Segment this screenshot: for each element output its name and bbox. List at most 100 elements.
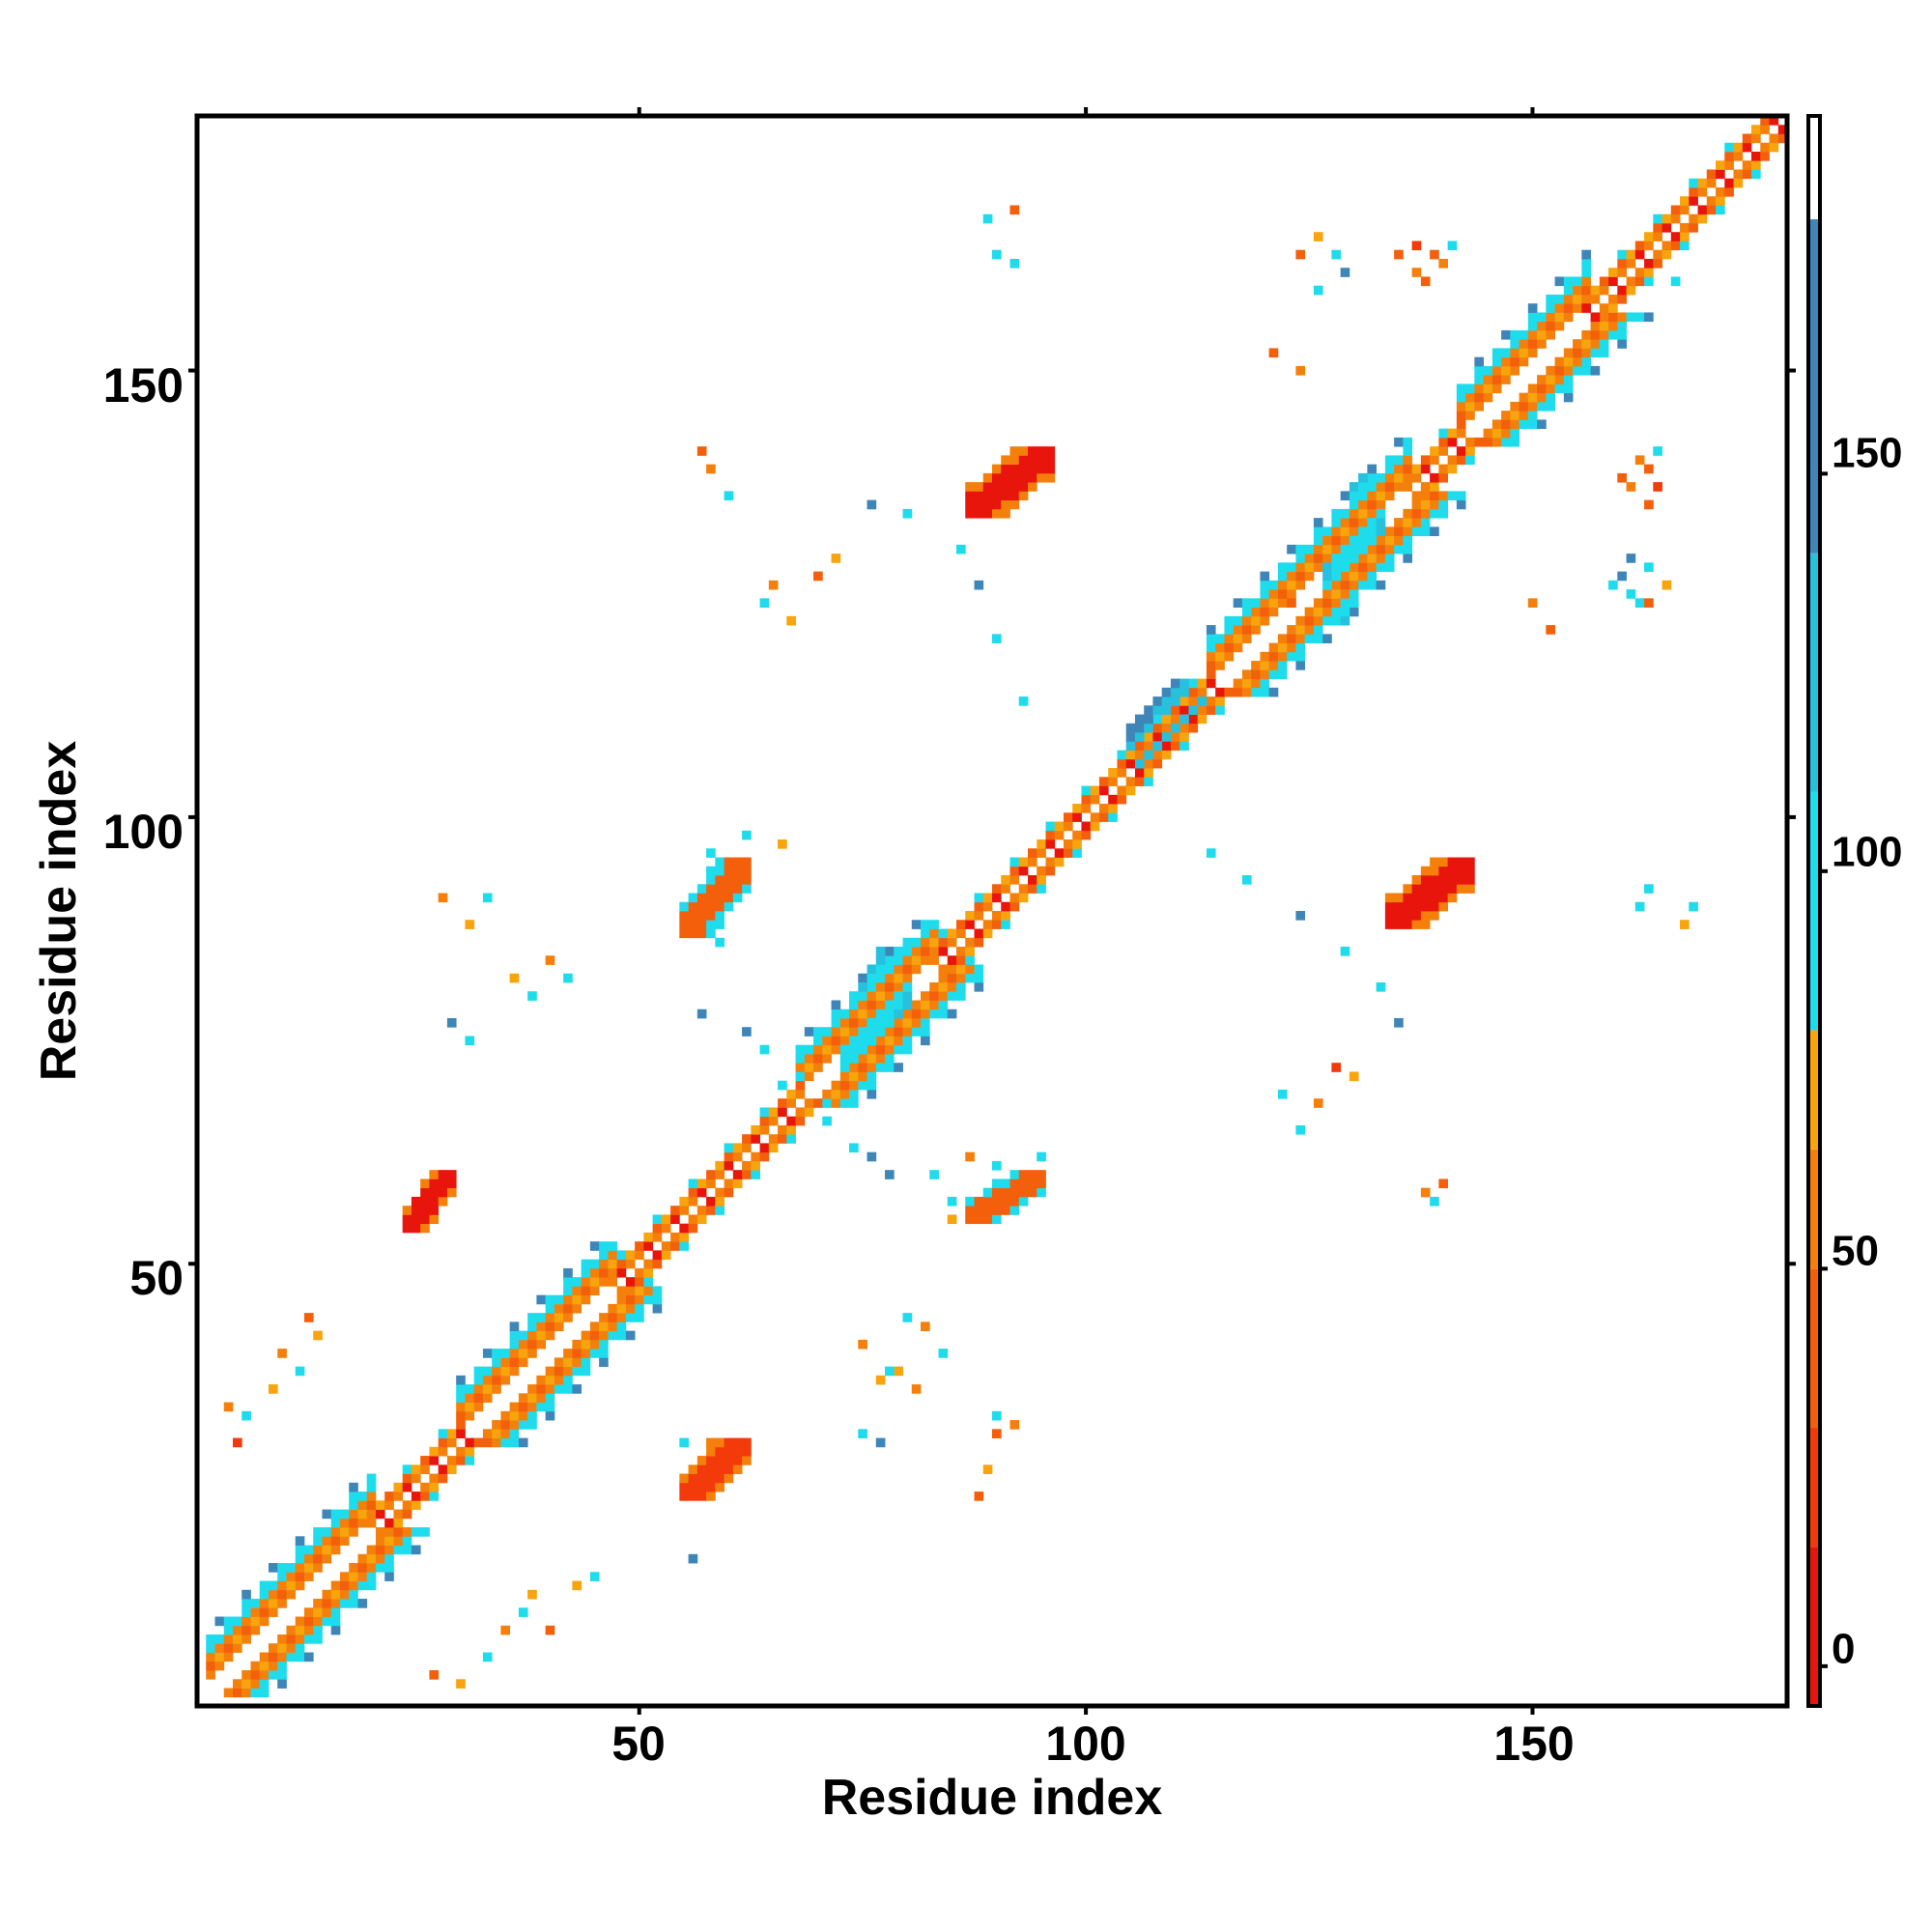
contact-cell: [1054, 857, 1065, 867]
contact-cell: [643, 1286, 654, 1296]
contact-cell: [679, 1241, 689, 1251]
contact-cell: [1090, 794, 1100, 805]
contact-cell: [1260, 571, 1270, 582]
contact-cell: [778, 1107, 787, 1118]
contact-cell: [696, 1482, 707, 1492]
contact-cell: [1662, 213, 1672, 224]
contact-cell: [1608, 268, 1618, 277]
contact-cell: [1161, 723, 1172, 733]
contact-cell: [1117, 768, 1127, 778]
contact-cell: [1510, 428, 1520, 439]
contact-cell: [286, 1563, 297, 1573]
contact-cell: [536, 1339, 547, 1350]
contact-cell: [786, 1098, 796, 1108]
contact-cell: [1009, 491, 1020, 501]
contact-cell: [992, 508, 1002, 519]
contact-cell: [1233, 642, 1243, 653]
contact-cell: [420, 1482, 430, 1492]
contact-cell: [232, 1437, 242, 1448]
contact-cell: [1367, 562, 1378, 573]
contact-cell: [921, 1009, 930, 1019]
contact-cell: [1027, 875, 1037, 885]
contact-cell: [1420, 875, 1431, 885]
contact-cell: [1653, 232, 1662, 242]
contact-cell: [670, 1232, 680, 1242]
contact-cell: [992, 1429, 1002, 1438]
contact-cell: [911, 946, 922, 956]
contact-cell: [938, 1000, 949, 1010]
contact-cell: [1108, 812, 1118, 822]
contact-cell: [732, 866, 743, 876]
contact-cell: [724, 866, 734, 876]
contact-cell: [742, 857, 752, 867]
contact-cell: [349, 1492, 358, 1501]
contact-cell: [1358, 535, 1368, 546]
contact-cell: [1501, 428, 1511, 439]
contact-cell: [1170, 723, 1180, 733]
contact-cell: [456, 1679, 466, 1689]
contact-cell: [867, 973, 877, 983]
contact-cell: [259, 1688, 270, 1698]
contact-cell: [563, 1267, 573, 1278]
contact-cell: [867, 1017, 877, 1028]
contact-cell: [1027, 472, 1037, 483]
contact-cell: [858, 1027, 867, 1037]
contact-cell: [706, 920, 716, 929]
contact-cell: [1331, 544, 1342, 554]
contact-cell: [536, 1384, 547, 1394]
contact-cell: [581, 1294, 591, 1305]
contact-cell: [465, 1393, 475, 1403]
contact-cell: [1617, 339, 1627, 349]
contact-cell: [965, 946, 975, 956]
contact-cell: [518, 1402, 528, 1412]
contact-cell: [706, 1206, 716, 1215]
contact-cell: [482, 1652, 493, 1662]
contact-cell: [1179, 714, 1189, 724]
contact-cell: [1447, 866, 1458, 876]
contact-cell: [982, 920, 993, 929]
contact-cell: [902, 964, 913, 975]
contact-cell: [1179, 705, 1189, 715]
contact-cell: [303, 1616, 314, 1627]
contact-cell: [1215, 661, 1225, 670]
contact-cell: [822, 1089, 832, 1099]
contact-cell: [330, 1607, 341, 1617]
contact-cell: [1733, 151, 1744, 161]
contact-cell: [956, 964, 966, 975]
contact-cell: [339, 1518, 350, 1528]
contact-cell: [965, 911, 975, 921]
contact-cell: [242, 1607, 251, 1617]
contact-cell: [679, 1482, 689, 1492]
contact-cell: [1474, 392, 1484, 403]
contact-cell: [1277, 580, 1288, 590]
contact-cell: [1161, 732, 1172, 742]
contact-cell: [1090, 812, 1100, 822]
contact-cell: [875, 1053, 886, 1064]
contact-cell: [375, 1563, 385, 1573]
contact-cell: [1241, 625, 1252, 635]
contact-cell: [303, 1313, 314, 1322]
contact-cell: [545, 1384, 555, 1394]
contact-cell: [527, 1589, 537, 1600]
contact-cell: [1563, 285, 1574, 296]
contact-cell: [688, 1187, 698, 1198]
contact-cell: [839, 1089, 850, 1099]
contact-cell: [724, 491, 734, 501]
contact-cell: [732, 1143, 743, 1153]
contact-cell: [965, 973, 975, 983]
contact-cell: [1268, 651, 1279, 662]
contact-cell: [921, 946, 930, 956]
contact-cell: [1295, 642, 1306, 653]
contact-cell: [295, 1643, 305, 1653]
contact-cell: [608, 1321, 618, 1332]
contact-cell: [724, 1446, 734, 1457]
contact-cell: [875, 964, 886, 975]
contact-cell: [1018, 893, 1029, 903]
contact-cell: [1349, 544, 1359, 554]
contact-cell: [751, 1124, 760, 1135]
contact-cell: [1117, 750, 1127, 760]
contact-cell: [1456, 491, 1466, 501]
contact-cell: [1018, 482, 1029, 492]
contact-cell: [956, 544, 966, 554]
contact-cell: [1394, 526, 1404, 537]
